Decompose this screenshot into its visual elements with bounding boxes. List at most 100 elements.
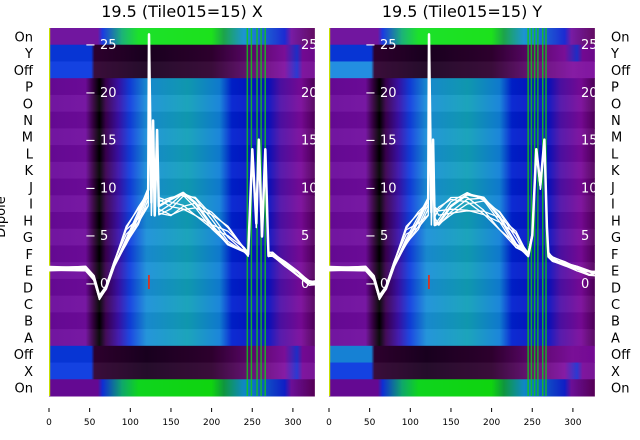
- inner-y-tick-label-secondary: 10: [301, 181, 318, 196]
- heatmap-green-column: [250, 28, 253, 396]
- row-label: M: [22, 131, 33, 146]
- row-label: N: [23, 114, 33, 129]
- heatmap-row-shade: [329, 345, 595, 364]
- row-label: P: [25, 81, 33, 96]
- heatmap-row-shade: [329, 111, 595, 129]
- panel-title-x: 19.5 (Tile015=15) X: [101, 2, 263, 21]
- inner-y-tick-label-secondary: 15: [581, 134, 598, 149]
- row-label: J: [610, 181, 615, 196]
- row-label: On: [611, 382, 629, 397]
- inner-y-tick-label: − 5: [85, 229, 108, 244]
- heatmap-row-shade: [329, 161, 595, 180]
- heatmap-green-column: [527, 28, 529, 396]
- heatmap-row-shade: [49, 61, 315, 79]
- heatmap-row: [49, 195, 315, 213]
- row-label: X: [24, 365, 33, 380]
- inner-y-tick-label: − 10: [365, 181, 397, 196]
- row-label: Off: [14, 348, 34, 363]
- heatmap-row: [49, 278, 315, 297]
- heatmap-row: [49, 295, 315, 313]
- x-tick-label: 200: [203, 418, 220, 428]
- inner-y-tick-label: − 15: [365, 134, 397, 149]
- x-tick-label: 250: [524, 418, 541, 428]
- heatmap-row-shade: [329, 61, 595, 79]
- heatmap-row: [49, 78, 315, 96]
- heatmap-row: [49, 329, 315, 347]
- heatmap-green-column: [246, 28, 249, 396]
- x-tick-label: 100: [402, 418, 419, 428]
- row-label: A: [611, 331, 620, 346]
- row-label: E: [25, 265, 33, 280]
- row-label: A: [24, 331, 33, 346]
- x-tick-label: 300: [284, 418, 301, 428]
- heatmap-row-shade: [49, 111, 315, 129]
- row-label: L: [611, 147, 619, 162]
- heatmap-row-shade: [329, 295, 595, 313]
- heatmap-row-shade: [329, 212, 595, 230]
- heatmap-row-shade: [49, 295, 315, 313]
- heatmap-row-shade: [49, 28, 315, 46]
- heatmap-row-shade: [49, 178, 315, 196]
- heatmap-edge-column: [49, 28, 51, 396]
- heatmap-row-shade: [49, 44, 315, 62]
- inner-y-tick-label-secondary: 20: [301, 86, 318, 101]
- overlay-trace-line: [328, 33, 595, 296]
- heatmap-row-shade: [49, 145, 315, 163]
- row-label: G: [23, 231, 33, 246]
- heatmap-row: [49, 379, 315, 397]
- inner-y-tick-label-secondary: 5: [581, 229, 589, 244]
- row-label: E: [611, 265, 619, 280]
- x-tick-label: 150: [442, 418, 459, 428]
- inner-y-tick-label-secondary: 20: [581, 86, 598, 101]
- row-label: H: [611, 214, 621, 229]
- row-label: G: [611, 231, 621, 246]
- inner-y-tick-label-secondary: 10: [581, 181, 598, 196]
- inner-y-tick-label: − 0: [365, 277, 388, 292]
- heatmap-row: [49, 262, 315, 280]
- inner-y-tick-label: − 25: [85, 38, 117, 53]
- heatmap-row: [49, 28, 315, 46]
- x-tick-label: 50: [364, 418, 376, 428]
- row-label: X: [611, 365, 620, 380]
- heatmap-row-shade: [49, 212, 315, 230]
- heatmap-row-shade: [49, 278, 315, 297]
- inner-y-tick-label: − 25: [365, 38, 397, 53]
- row-label: C: [24, 298, 33, 313]
- inner-y-tick-label-secondary: 0: [581, 277, 589, 292]
- row-label: C: [611, 298, 620, 313]
- row-label: I: [29, 198, 33, 213]
- heatmap-row-shade: [329, 312, 595, 330]
- heatmap-green-column: [264, 28, 266, 396]
- heatmap-row: [49, 145, 315, 163]
- heatmap-row-shade: [329, 329, 595, 347]
- heatmap-row: [49, 178, 315, 196]
- row-label: J: [28, 181, 33, 196]
- heatmap-row: [49, 44, 315, 62]
- heatmap-row: [49, 111, 315, 129]
- heatmap-row: [49, 94, 315, 113]
- row-label: M: [611, 131, 622, 146]
- x-tick-label: 200: [483, 418, 500, 428]
- inner-y-tick-label-secondary: 15: [301, 134, 318, 149]
- heatmap-green-column: [537, 28, 539, 396]
- x-tick-label: 150: [162, 418, 179, 428]
- heatmap-row-shade: [49, 195, 315, 213]
- inner-y-tick-label: − 20: [85, 86, 117, 101]
- panel-title-y: 19.5 (Tile015=15) Y: [382, 2, 543, 21]
- heatmap-row: [49, 128, 315, 146]
- heatmap-row-shade: [49, 312, 315, 330]
- heatmap-row-shade: [329, 379, 595, 397]
- heatmap-row-shade: [329, 362, 595, 380]
- heatmap-row-shade: [49, 128, 315, 146]
- row-label: B: [24, 315, 33, 330]
- x-tick-label: 0: [46, 418, 52, 428]
- inner-y-tick-label-secondary: 5: [301, 229, 309, 244]
- heatmap-row-shade: [49, 262, 315, 280]
- row-label: B: [611, 315, 620, 330]
- inner-y-tick-label: − 5: [365, 229, 388, 244]
- heatmap-row-shade: [49, 94, 315, 113]
- inner-y-tick-label: − 20: [365, 86, 397, 101]
- heatmap-row: [49, 312, 315, 330]
